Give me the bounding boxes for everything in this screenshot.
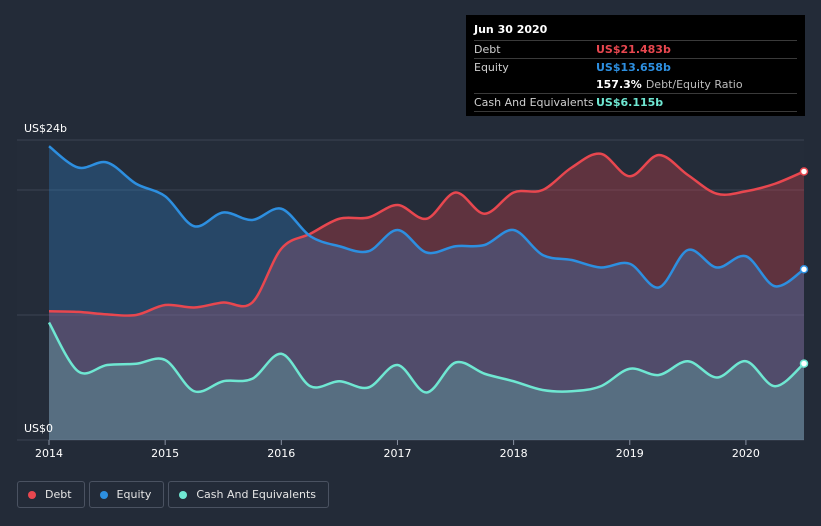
debt-end-point bbox=[799, 167, 809, 176]
legend-label-debt: Debt bbox=[45, 488, 72, 501]
equity-line bbox=[48, 145, 805, 289]
cash-and-equivalents-area bbox=[49, 322, 804, 440]
cash-and-equivalents-line bbox=[47, 321, 805, 394]
series-end-points bbox=[799, 167, 809, 368]
y-axis-top-label: US$24b bbox=[24, 122, 67, 135]
x-tick-label: 2019 bbox=[616, 447, 644, 460]
x-tick-label: 2017 bbox=[383, 447, 411, 460]
tooltip-cash-value: US$6.115b bbox=[596, 96, 664, 109]
tooltip-debt-label: Debt bbox=[474, 43, 501, 56]
series-lines bbox=[47, 145, 805, 394]
cash-and-equivalents-end-point bbox=[799, 359, 809, 368]
equity-area bbox=[49, 146, 804, 440]
chart-legend: Debt Equity Cash And Equivalents bbox=[17, 481, 333, 508]
legend-label-cash: Cash And Equivalents bbox=[196, 488, 316, 501]
x-tick-label: 2016 bbox=[267, 447, 295, 460]
debt-line bbox=[48, 152, 805, 317]
tooltip-date: Jun 30 2020 bbox=[474, 23, 548, 36]
tooltip-ratio-label: Debt/Equity Ratio bbox=[645, 78, 743, 91]
y-axis-bottom-label: US$0 bbox=[24, 422, 53, 435]
tooltip-debt-value: US$21.483b bbox=[596, 43, 671, 56]
legend-item-equity[interactable]: Equity bbox=[88, 481, 165, 508]
tooltip-row-ratio: 157.3% Debt/Equity Ratio bbox=[474, 76, 797, 93]
equity-dot-icon bbox=[99, 490, 108, 499]
tooltip-row-equity: Equity US$13.658b bbox=[474, 58, 797, 76]
equity-end-point bbox=[799, 265, 809, 274]
data-tooltip: Jun 30 2020 Debt US$21.483b Equity US$13… bbox=[466, 15, 805, 116]
legend-item-cash[interactable]: Cash And Equivalents bbox=[168, 481, 329, 508]
x-tick-label: 2015 bbox=[151, 447, 179, 460]
x-tick-label: 2020 bbox=[732, 447, 760, 460]
tooltip-equity-value: US$13.658b bbox=[596, 61, 671, 74]
legend-item-debt[interactable]: Debt bbox=[17, 481, 85, 508]
gridlines bbox=[17, 139, 804, 441]
x-axis-ticks: 2014 2015 2016 2017 2018 2019 2020 bbox=[35, 440, 760, 460]
tooltip-equity-label: Equity bbox=[474, 61, 509, 74]
x-tick-label: 2018 bbox=[500, 447, 528, 460]
tooltip-row-debt: Debt US$21.483b bbox=[474, 40, 797, 58]
x-tick-label: 2014 bbox=[35, 447, 63, 460]
tooltip-ratio-value: 157.3% bbox=[596, 78, 642, 91]
cash-dot-icon bbox=[179, 490, 188, 499]
legend-label-equity: Equity bbox=[116, 488, 152, 501]
debt-dot-icon bbox=[28, 490, 36, 499]
tooltip-cash-label: Cash And Equivalents bbox=[474, 96, 594, 109]
series-areas bbox=[49, 146, 804, 441]
debt-area bbox=[49, 153, 804, 441]
tooltip-row-cash: Cash And Equivalents US$6.115b bbox=[474, 93, 797, 112]
